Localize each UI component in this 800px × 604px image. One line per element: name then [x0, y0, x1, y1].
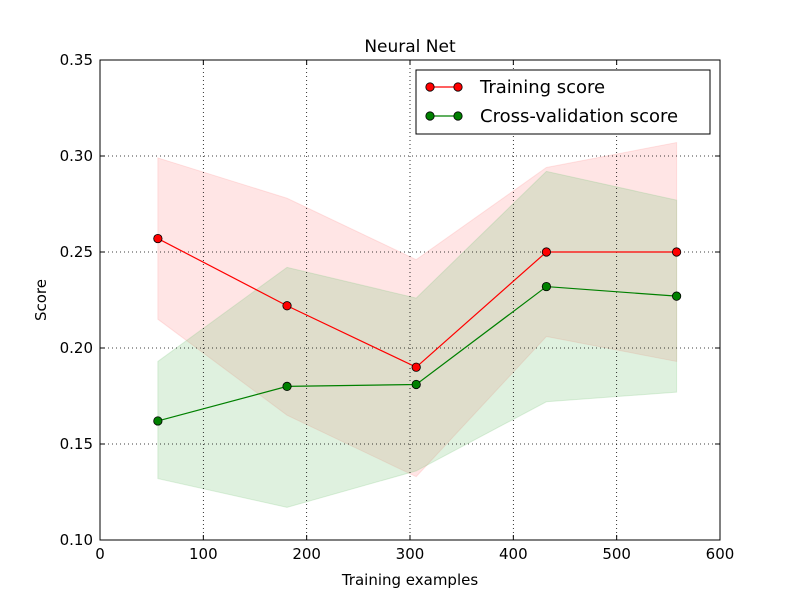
legend-box [415, 69, 711, 135]
y-axis-label: Score [32, 279, 50, 321]
x-tick-label: 200 [292, 545, 321, 563]
axis-ticks: 0 100 200 300 400 500 600 0.10 0.15 0.20 0.25 0.30 0… [60, 51, 735, 563]
data-point-series-1 [541, 281, 552, 292]
y-tick-label: 0.10 [60, 531, 93, 549]
x-tick-label: 300 [396, 545, 425, 563]
y-tick-label: 0.30 [60, 147, 93, 165]
legend-label-series-1: Cross-validation score [480, 106, 678, 127]
x-tick-label: 0 [95, 545, 105, 563]
data-point-series-1 [153, 416, 163, 426]
legend: Training score Cross-validation score [415, 69, 711, 135]
x-tick-label: 600 [706, 545, 735, 563]
data-point-series-1 [282, 381, 292, 391]
x-tick-label: 400 [499, 545, 528, 563]
legend-marker-series-0 [425, 82, 435, 92]
x-tick-label: 100 [189, 545, 218, 563]
legend-marker-series-0 [453, 82, 463, 92]
y-tick-label: 0.25 [60, 243, 93, 261]
y-tick-label: 0.20 [60, 339, 93, 357]
x-tick-label: 500 [602, 545, 631, 563]
data-point-series-0 [153, 233, 163, 244]
y-tick-label: 0.15 [60, 435, 93, 453]
y-tick-label: 0.35 [60, 51, 93, 69]
series-points [153, 233, 682, 426]
chart-title: Neural Net [364, 37, 456, 57]
legend-marker-series-1 [425, 111, 435, 121]
data-point-series-0 [541, 247, 552, 257]
data-point-series-0 [671, 247, 682, 257]
data-point-series-0 [411, 362, 421, 372]
data-point-series-0 [282, 301, 292, 311]
data-point-series-1 [411, 379, 421, 390]
legend-marker-series-1 [453, 111, 463, 121]
legend-label-series-0: Training score [479, 77, 605, 98]
x-axis-label: Training examples [341, 571, 479, 589]
confidence-band-series-0 [157, 141, 678, 478]
data-point-series-1 [671, 291, 682, 301]
